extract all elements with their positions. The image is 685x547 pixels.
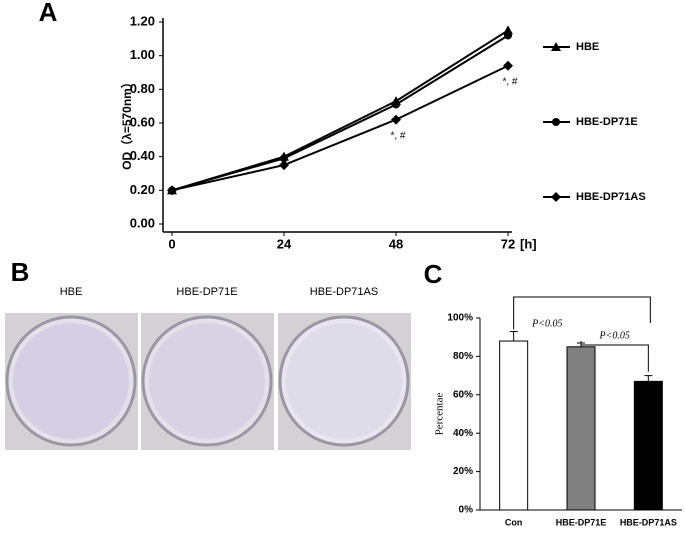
x-tick-label: Con: [505, 517, 523, 527]
legend-marker: [551, 42, 561, 51]
x-tick-label: 24: [277, 236, 292, 251]
bracket: [513, 296, 651, 330]
error-bar: [644, 375, 653, 382]
colonies: [286, 323, 402, 439]
annotation: P<0.05: [531, 318, 562, 329]
photo-label: HBE: [60, 286, 83, 298]
legend-label: HBE: [576, 41, 599, 53]
colonies: [13, 323, 129, 439]
annotation: *, #: [390, 130, 405, 141]
y-tick-label: 0%: [459, 505, 474, 516]
marker: [504, 31, 512, 40]
y-axis-label: OD（λ=570nm）: [119, 76, 134, 170]
y-tick-label: 40%: [453, 428, 473, 439]
x-tick-label: 48: [389, 236, 403, 251]
panel-letter: A: [39, 0, 58, 27]
legend-label: HBE-DP71E: [576, 116, 638, 128]
y-tick-label: 20%: [453, 466, 473, 477]
y-tick-label: 0.80: [130, 81, 155, 96]
marker: [391, 114, 401, 125]
y-axis-label: Percentae: [434, 393, 446, 436]
x-tick-label: 0: [168, 236, 175, 251]
y-tick-label: 0.40: [130, 148, 155, 163]
photo-label: HBE-DP71E: [176, 286, 237, 298]
x-tick-label: HBE-DP71AS: [620, 517, 677, 527]
series-line: [171, 64, 509, 192]
x-tick-label: HBE-DP71E: [556, 517, 607, 527]
panel-letter: C: [424, 259, 443, 289]
y-tick-label: 1.00: [130, 47, 155, 62]
panel-letter: B: [11, 257, 30, 287]
marker: [280, 154, 288, 163]
y-tick-label: 60%: [453, 389, 473, 400]
marker: [279, 160, 289, 171]
photo-label: HBE-DP71AS: [310, 286, 378, 298]
marker: [392, 100, 400, 109]
legend-marker: [552, 118, 560, 126]
colonies: [149, 323, 265, 439]
legend-label: HBE-DP71AS: [576, 191, 646, 203]
photo-panel: HBE HBE-DP71E HBE-DP71AS: [5, 286, 411, 450]
marker: [503, 25, 513, 35]
x-axis-label: [h]: [520, 236, 537, 251]
error-bar: [509, 330, 518, 342]
marker: [503, 60, 513, 71]
y-tick-label: 1.20: [130, 13, 155, 28]
y-tick-label: 0.60: [130, 114, 155, 129]
marker: [167, 185, 177, 196]
annotation: P<0.05: [598, 330, 629, 341]
x-tick-label: 72: [501, 236, 515, 251]
y-tick-label: 0.00: [130, 215, 155, 230]
bracket: [580, 340, 649, 372]
legend-marker: [551, 192, 561, 202]
y-tick-label: 0.20: [130, 182, 155, 197]
annotation: *, #: [502, 76, 517, 87]
series-line: [171, 29, 509, 192]
bar: [499, 340, 529, 511]
series-line: [171, 34, 509, 192]
y-tick-label: 100%: [447, 313, 473, 324]
y-tick-label: 80%: [453, 351, 473, 362]
bar: [633, 380, 663, 511]
bar: [566, 346, 596, 511]
